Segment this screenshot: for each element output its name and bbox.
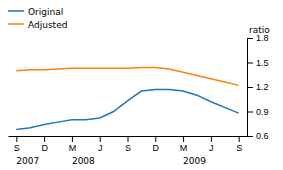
x-tick-mark <box>44 136 45 142</box>
y-tick-label: 0.9 <box>256 107 269 117</box>
y-axis: 0.60.91.21.51.8 <box>247 33 269 141</box>
y-tick: 0.6 <box>247 131 269 141</box>
series-line <box>16 89 238 129</box>
legend: Original Adjusted <box>8 7 67 30</box>
x-tick: S <box>14 136 20 153</box>
x-tick: J <box>98 136 103 153</box>
legend-label: Original <box>28 7 63 17</box>
legend-swatch <box>8 23 24 25</box>
x-tick-label: J <box>209 143 214 153</box>
x-tick-mark <box>16 136 17 142</box>
y-tick: 1.5 <box>247 58 269 68</box>
y-tick: 0.9 <box>247 107 269 117</box>
x-tick-label: M <box>69 143 77 153</box>
y-tick-mark <box>247 38 253 39</box>
x-tick: D <box>41 136 48 153</box>
x-axis: SDMJSDMJS <box>9 136 248 153</box>
y-tick-mark <box>247 136 253 137</box>
chart: SDMJSDMJS0.60.91.21.51.8ratio20072008200… <box>0 0 283 170</box>
x-tick: M <box>180 136 188 153</box>
x-tick: J <box>209 136 214 153</box>
x-tick-label: S <box>236 143 242 153</box>
y-tick-label: 0.6 <box>256 131 269 141</box>
x-tick-mark <box>72 136 73 142</box>
series-line <box>16 67 238 85</box>
y-tick-mark <box>247 63 253 64</box>
x-tick-label: S <box>14 143 20 153</box>
y-tick: 1.2 <box>247 82 269 92</box>
y-tick-mark <box>247 112 253 113</box>
x-tick: D <box>153 136 160 153</box>
x-tick-label: S <box>125 143 131 153</box>
x-tick-mark <box>128 136 129 142</box>
x-tick-mark <box>211 136 212 142</box>
x-tick: S <box>125 136 131 153</box>
x-tick-label: D <box>41 143 48 153</box>
x-tick-mark <box>155 136 156 142</box>
x-tick: M <box>69 136 77 153</box>
legend-label: Adjusted <box>28 20 67 30</box>
lines <box>16 67 238 129</box>
year-label: 2008 <box>72 156 95 166</box>
x-tick: S <box>236 136 242 153</box>
x-tick-label: D <box>153 143 160 153</box>
plot: SDMJSDMJS0.60.91.21.51.8 <box>9 33 269 153</box>
y-axis-title: ratio <box>249 25 270 35</box>
legend-swatch <box>8 10 24 12</box>
x-tick-mark <box>183 136 184 142</box>
x-tick-mark <box>239 136 240 142</box>
legend-item: Adjusted <box>8 20 67 30</box>
x-tick-label: M <box>180 143 188 153</box>
x-tick-mark <box>100 136 101 142</box>
year-label: 2009 <box>183 156 206 166</box>
x-tick-label: J <box>98 143 103 153</box>
legend-item: Original <box>8 7 63 17</box>
y-tick-label: 1.5 <box>256 58 269 68</box>
y-tick-label: 1.2 <box>256 82 269 92</box>
y-tick-mark <box>247 87 253 88</box>
year-label: 2007 <box>16 156 39 166</box>
